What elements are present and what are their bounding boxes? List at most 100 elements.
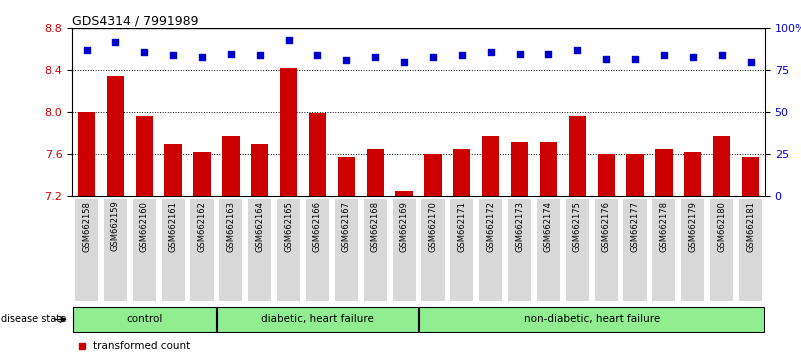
Point bbox=[427, 54, 440, 60]
FancyBboxPatch shape bbox=[623, 199, 646, 301]
FancyBboxPatch shape bbox=[566, 199, 589, 301]
Point bbox=[109, 39, 122, 45]
FancyBboxPatch shape bbox=[594, 199, 618, 301]
Point bbox=[253, 52, 266, 58]
FancyBboxPatch shape bbox=[364, 199, 387, 301]
Text: disease state: disease state bbox=[1, 314, 66, 325]
Bar bbox=[482, 136, 499, 196]
Bar bbox=[626, 154, 644, 196]
FancyBboxPatch shape bbox=[75, 199, 98, 301]
FancyBboxPatch shape bbox=[421, 199, 445, 301]
Text: GSM662181: GSM662181 bbox=[746, 201, 755, 252]
Text: GSM662159: GSM662159 bbox=[111, 201, 120, 251]
Bar bbox=[164, 144, 182, 196]
FancyBboxPatch shape bbox=[306, 199, 329, 301]
Text: GSM662163: GSM662163 bbox=[227, 201, 235, 252]
Text: GSM662172: GSM662172 bbox=[486, 201, 495, 252]
Text: GSM662171: GSM662171 bbox=[457, 201, 466, 252]
Bar bbox=[511, 142, 528, 196]
Bar bbox=[540, 142, 557, 196]
Point bbox=[629, 56, 642, 62]
Text: transformed count: transformed count bbox=[93, 341, 190, 351]
Text: GSM662167: GSM662167 bbox=[342, 201, 351, 252]
Text: GSM662180: GSM662180 bbox=[717, 201, 727, 252]
Bar bbox=[713, 136, 731, 196]
Bar bbox=[367, 149, 384, 196]
Bar bbox=[280, 68, 297, 196]
FancyBboxPatch shape bbox=[335, 199, 358, 301]
Bar bbox=[222, 136, 239, 196]
Bar bbox=[655, 149, 673, 196]
Point bbox=[658, 52, 670, 58]
Bar bbox=[598, 154, 615, 196]
FancyBboxPatch shape bbox=[681, 199, 704, 301]
Point bbox=[138, 49, 151, 55]
Point bbox=[311, 52, 324, 58]
FancyBboxPatch shape bbox=[450, 199, 473, 301]
FancyBboxPatch shape bbox=[73, 307, 215, 332]
Point bbox=[744, 59, 757, 65]
Text: GSM662178: GSM662178 bbox=[659, 201, 668, 252]
Bar bbox=[135, 115, 153, 196]
FancyBboxPatch shape bbox=[537, 199, 560, 301]
Text: GSM662164: GSM662164 bbox=[256, 201, 264, 252]
FancyBboxPatch shape bbox=[392, 199, 416, 301]
Point bbox=[282, 37, 295, 43]
FancyBboxPatch shape bbox=[508, 199, 531, 301]
Bar bbox=[193, 152, 211, 196]
Bar bbox=[338, 156, 355, 196]
FancyBboxPatch shape bbox=[710, 199, 733, 301]
Point bbox=[715, 52, 728, 58]
Point bbox=[513, 51, 526, 56]
Bar bbox=[396, 191, 413, 196]
Bar bbox=[569, 115, 586, 196]
Bar bbox=[78, 112, 95, 196]
Text: GSM662166: GSM662166 bbox=[313, 201, 322, 252]
Point bbox=[542, 51, 555, 56]
Point bbox=[340, 57, 352, 63]
Text: non-diabetic, heart failure: non-diabetic, heart failure bbox=[524, 314, 660, 325]
Text: GSM662177: GSM662177 bbox=[630, 201, 639, 252]
Point bbox=[456, 52, 469, 58]
Text: diabetic, heart failure: diabetic, heart failure bbox=[261, 314, 374, 325]
Text: GSM662161: GSM662161 bbox=[169, 201, 178, 252]
Text: GSM662176: GSM662176 bbox=[602, 201, 610, 252]
Text: GSM662160: GSM662160 bbox=[139, 201, 149, 252]
FancyBboxPatch shape bbox=[479, 199, 502, 301]
Text: GSM662170: GSM662170 bbox=[429, 201, 437, 252]
Text: GSM662174: GSM662174 bbox=[544, 201, 553, 252]
FancyBboxPatch shape bbox=[420, 307, 764, 332]
Point bbox=[571, 47, 584, 53]
Text: GSM662162: GSM662162 bbox=[198, 201, 207, 252]
Text: GDS4314 / 7991989: GDS4314 / 7991989 bbox=[72, 14, 199, 27]
FancyBboxPatch shape bbox=[162, 199, 185, 301]
Bar bbox=[742, 156, 759, 196]
FancyBboxPatch shape bbox=[104, 199, 127, 301]
Text: GSM662175: GSM662175 bbox=[573, 201, 582, 252]
FancyBboxPatch shape bbox=[191, 199, 214, 301]
Point bbox=[368, 54, 381, 60]
Point bbox=[167, 52, 179, 58]
FancyBboxPatch shape bbox=[739, 199, 762, 301]
Point bbox=[80, 47, 93, 53]
FancyBboxPatch shape bbox=[277, 199, 300, 301]
Point bbox=[600, 56, 613, 62]
Bar bbox=[453, 149, 470, 196]
Bar bbox=[684, 152, 702, 196]
Bar bbox=[251, 144, 268, 196]
Text: GSM662169: GSM662169 bbox=[400, 201, 409, 252]
Point bbox=[195, 54, 208, 60]
FancyBboxPatch shape bbox=[219, 199, 243, 301]
Point bbox=[224, 51, 237, 56]
Bar bbox=[309, 113, 326, 196]
Text: GSM662158: GSM662158 bbox=[82, 201, 91, 252]
Text: control: control bbox=[126, 314, 163, 325]
Text: GSM662165: GSM662165 bbox=[284, 201, 293, 252]
Text: GSM662179: GSM662179 bbox=[688, 201, 698, 252]
Bar bbox=[425, 154, 441, 196]
Text: GSM662173: GSM662173 bbox=[515, 201, 524, 252]
Text: GSM662168: GSM662168 bbox=[371, 201, 380, 252]
FancyBboxPatch shape bbox=[652, 199, 675, 301]
FancyBboxPatch shape bbox=[248, 199, 272, 301]
FancyBboxPatch shape bbox=[133, 199, 156, 301]
